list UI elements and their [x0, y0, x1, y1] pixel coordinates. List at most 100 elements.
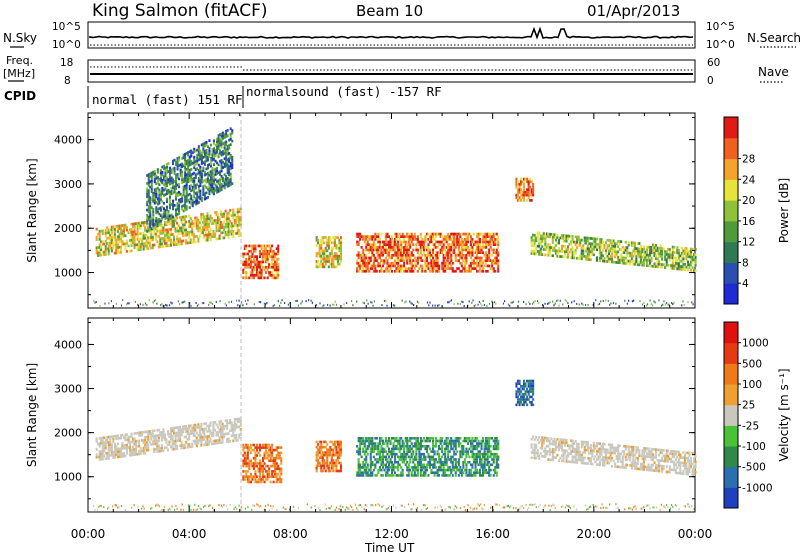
- data-cell: [565, 255, 568, 259]
- data-cell: [141, 449, 144, 453]
- data-cell: [672, 303, 674, 306]
- data-cell: [216, 169, 219, 173]
- data-cell: [260, 263, 263, 266]
- data-cell: [168, 177, 171, 180]
- data-cell: [630, 260, 633, 263]
- data-cell: [165, 213, 168, 217]
- data-cell: [95, 440, 98, 443]
- data-cell: [101, 232, 104, 235]
- data-cell: [378, 243, 381, 246]
- data-cell: [269, 456, 272, 460]
- y-axis-title: Slant Range [km]: [25, 158, 39, 262]
- data-cell: [442, 246, 445, 249]
- data-cell: [407, 243, 410, 246]
- data-cell: [149, 215, 152, 218]
- data-cell: [211, 185, 214, 189]
- data-cell: [356, 240, 359, 244]
- data-cell: [532, 188, 535, 191]
- data-cell: [330, 448, 333, 452]
- data-cell: [100, 245, 103, 249]
- data-cell: [184, 208, 187, 212]
- data-cell: [243, 247, 246, 250]
- data-cell: [538, 253, 541, 256]
- data-cell: [260, 478, 263, 481]
- data-cell: [466, 246, 469, 249]
- data-cell: [149, 223, 152, 226]
- data-cell: [410, 240, 413, 244]
- data-cell: [149, 220, 152, 223]
- data-cell: [459, 235, 462, 238]
- data-cell: [144, 302, 147, 305]
- data-cell: [184, 155, 187, 159]
- data-cell: [181, 173, 184, 176]
- data-cell: [438, 253, 441, 257]
- data-cell: [516, 183, 519, 186]
- data-cell: [129, 440, 132, 444]
- data-cell: [362, 460, 365, 464]
- data-cell: [611, 252, 614, 256]
- data-cell: [541, 240, 544, 243]
- data-cell: [182, 156, 185, 160]
- data-cell: [447, 267, 450, 270]
- data-cell: [109, 446, 112, 449]
- data-cell: [97, 455, 100, 459]
- data-cell: [427, 460, 430, 464]
- data-cell: [165, 234, 168, 237]
- data-cell: [598, 251, 601, 255]
- data-cell: [164, 185, 167, 188]
- data-cell: [533, 301, 535, 304]
- data-cell: [412, 452, 415, 456]
- data-cell: [226, 176, 229, 180]
- data-cell: [177, 436, 180, 440]
- data-cell: [366, 445, 369, 448]
- data-cell: [232, 214, 235, 217]
- data-cell: [359, 445, 362, 448]
- data-cell: [659, 249, 662, 253]
- data-cell: [336, 440, 339, 444]
- data-cell: [278, 456, 281, 460]
- data-cell: [203, 141, 206, 145]
- data-cell: [200, 151, 203, 155]
- data-cell: [401, 256, 404, 260]
- data-cell: [223, 236, 226, 240]
- data-cell: [492, 267, 495, 270]
- data-cell: [617, 258, 620, 262]
- data-cell: [149, 196, 152, 200]
- data-cell: [189, 230, 192, 234]
- data-cell: [409, 447, 412, 451]
- data-cell: [371, 248, 374, 252]
- data-cell: [410, 474, 413, 477]
- data-cell: [228, 152, 231, 155]
- data-cell: [103, 449, 106, 453]
- data-cell: [391, 455, 394, 459]
- data-cell: [255, 448, 258, 452]
- data-cell: [459, 232, 462, 236]
- data-cell: [124, 223, 127, 227]
- data-cell: [416, 256, 419, 260]
- data-cell: [176, 173, 179, 176]
- data-cell: [428, 253, 431, 257]
- data-cell: [197, 426, 200, 429]
- data-cell: [220, 185, 223, 189]
- data-cell: [397, 243, 400, 246]
- data-cell: [211, 180, 214, 183]
- data-cell: [239, 433, 242, 436]
- data-cell: [491, 261, 494, 265]
- data-cell: [194, 192, 197, 195]
- data-cell: [359, 437, 362, 440]
- data-cell: [245, 247, 248, 250]
- data-cell: [223, 146, 226, 150]
- data-cell: [321, 445, 324, 449]
- data-cell: [468, 248, 471, 252]
- data-cell: [255, 271, 258, 274]
- data-cell: [617, 240, 620, 243]
- data-cell: [248, 276, 251, 280]
- data-cell: [229, 132, 232, 136]
- data-cell: [175, 160, 178, 164]
- data-cell: [203, 228, 206, 232]
- data-cell: [198, 234, 201, 238]
- data-cell: [215, 423, 218, 426]
- data-cell: [226, 161, 229, 164]
- data-cell: [224, 225, 227, 229]
